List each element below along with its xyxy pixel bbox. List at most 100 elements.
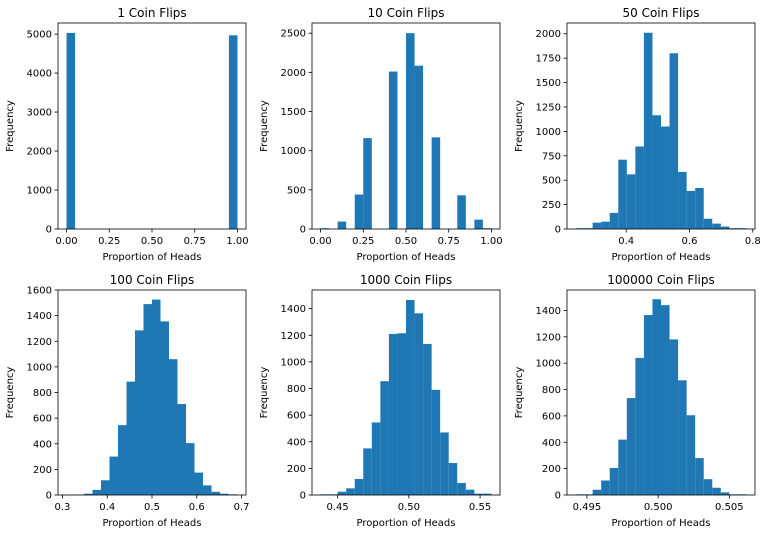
histogram-bar — [406, 33, 415, 229]
x-tick-label: 0.4 — [99, 502, 115, 513]
y-tick-label: 250 — [542, 200, 561, 211]
y-tick-label: 1200 — [27, 337, 52, 348]
histogram-bar — [448, 463, 458, 495]
y-axis-label: Frequency — [259, 367, 270, 419]
x-tick-label: 0.6 — [682, 236, 698, 247]
axes-frame — [566, 22, 756, 230]
y-tick-label: 400 — [287, 437, 306, 448]
y-tick-label: 800 — [542, 385, 561, 396]
y-tick-label: 750 — [542, 151, 561, 162]
x-tick-label: 0.00 — [55, 236, 77, 247]
y-axis-label: Frequency — [514, 100, 525, 152]
x-tick-label: 0.505 — [715, 502, 744, 513]
y-tick-label: 600 — [33, 414, 52, 425]
histogram-bar — [712, 223, 721, 229]
y-tick-label: 1000 — [536, 359, 561, 370]
x-tick-label: 0.75 — [184, 236, 206, 247]
histogram-bar — [703, 218, 713, 229]
y-tick-label: 2500 — [281, 29, 306, 40]
x-axis-label: Proportion of Heads — [103, 518, 202, 529]
histogram-bar — [626, 398, 636, 495]
histogram-bar — [354, 194, 364, 229]
histogram-bar — [643, 32, 653, 230]
histogram-bar — [626, 174, 636, 229]
y-tick-label: 600 — [542, 411, 561, 422]
y-tick-label: 1000 — [27, 362, 52, 373]
histogram-bar — [643, 315, 653, 495]
y-tick-label: 2000 — [281, 68, 306, 79]
histogram-bar — [160, 321, 170, 495]
histogram-bar — [186, 443, 195, 495]
histogram-bar — [661, 126, 670, 229]
subplot-3: 0.4 0.6 0.8 0 250 500 750 1000 1250 1500 1750 2000 5… — [514, 6, 761, 263]
y-tick-label: 500 — [542, 176, 561, 187]
histogram-bar — [143, 304, 152, 495]
histogram-bar — [431, 389, 441, 495]
histogram-bar — [669, 53, 679, 229]
y-tick-label: 1400 — [281, 304, 306, 315]
y-tick-label: 5000 — [27, 30, 52, 41]
histogram-bar — [220, 493, 229, 495]
histogram-bar — [337, 221, 347, 229]
subplot-title: 1000 Coin Flips — [360, 273, 452, 287]
subplot-5: 0.45 0.50 0.55 0 200 400 600 800 1000 1200 1400 100… — [259, 273, 501, 529]
histogram-bar — [83, 493, 93, 495]
histogram-bar — [601, 221, 610, 229]
histogram-bar — [397, 333, 406, 495]
histogram-bar — [669, 339, 679, 495]
y-tick-label: 0 — [46, 225, 52, 236]
histogram-bar — [228, 35, 238, 230]
y-tick-label: 500 — [287, 185, 306, 196]
x-tick-label: 0.45 — [327, 502, 349, 513]
y-axis-label: Frequency — [259, 100, 270, 152]
x-axis-label: Proportion of Heads — [357, 518, 456, 529]
y-tick-label: 400 — [542, 438, 561, 449]
histogram-bar — [482, 493, 492, 495]
histogram-bar — [363, 448, 372, 495]
axes-frame — [311, 289, 501, 496]
histogram-bar — [431, 137, 441, 229]
x-tick-label: 0.25 — [352, 236, 374, 247]
x-tick-label: 0.500 — [644, 502, 673, 513]
histogram-bar — [92, 489, 101, 495]
x-tick-label: 0.50 — [141, 236, 163, 247]
histogram-bar — [678, 380, 687, 495]
histogram-bar — [618, 439, 627, 495]
y-tick-label: 2000 — [27, 147, 52, 158]
histogram-bar — [652, 115, 661, 229]
y-axis-label: Frequency — [514, 367, 525, 419]
subplot-title: 10 Coin Flips — [368, 6, 445, 20]
subplot-title: 100000 Coin Flips — [607, 273, 715, 287]
x-tick-label: 1.00 — [480, 236, 502, 247]
y-axis-label: Frequency — [5, 367, 16, 419]
histogram-bar — [169, 359, 178, 495]
x-tick-label: 0.5 — [144, 502, 160, 513]
subplot-title: 100 Coin Flips — [110, 273, 195, 287]
y-tick-label: 1000 — [536, 127, 561, 138]
y-tick-label: 1500 — [281, 107, 306, 118]
histogram-bar — [346, 488, 355, 495]
y-axis-label: Frequency — [5, 100, 16, 152]
histogram-bar — [406, 299, 415, 495]
x-tick-label: 0.4 — [618, 236, 634, 247]
histogram-bar — [618, 159, 627, 229]
histogram-bar — [474, 493, 483, 495]
histogram-bar — [678, 171, 687, 229]
x-tick-label: 0.50 — [395, 236, 417, 247]
histogram-bar — [695, 458, 704, 495]
histogram-bar — [126, 381, 135, 495]
histogram-bar — [380, 381, 389, 495]
histogram-bar — [720, 226, 730, 229]
y-tick-label: 0 — [555, 491, 561, 502]
histogram-bar — [686, 415, 696, 495]
x-tick-label: 1.00 — [226, 236, 248, 247]
x-tick-label: 0.8 — [745, 236, 761, 247]
histogram-bar — [117, 425, 127, 495]
y-tick-label: 200 — [287, 464, 306, 475]
y-tick-label: 800 — [33, 388, 52, 399]
histogram-bar — [152, 299, 161, 495]
y-tick-label: 1250 — [536, 102, 561, 113]
y-tick-label: 1400 — [27, 311, 52, 322]
histogram-bar — [695, 187, 704, 229]
